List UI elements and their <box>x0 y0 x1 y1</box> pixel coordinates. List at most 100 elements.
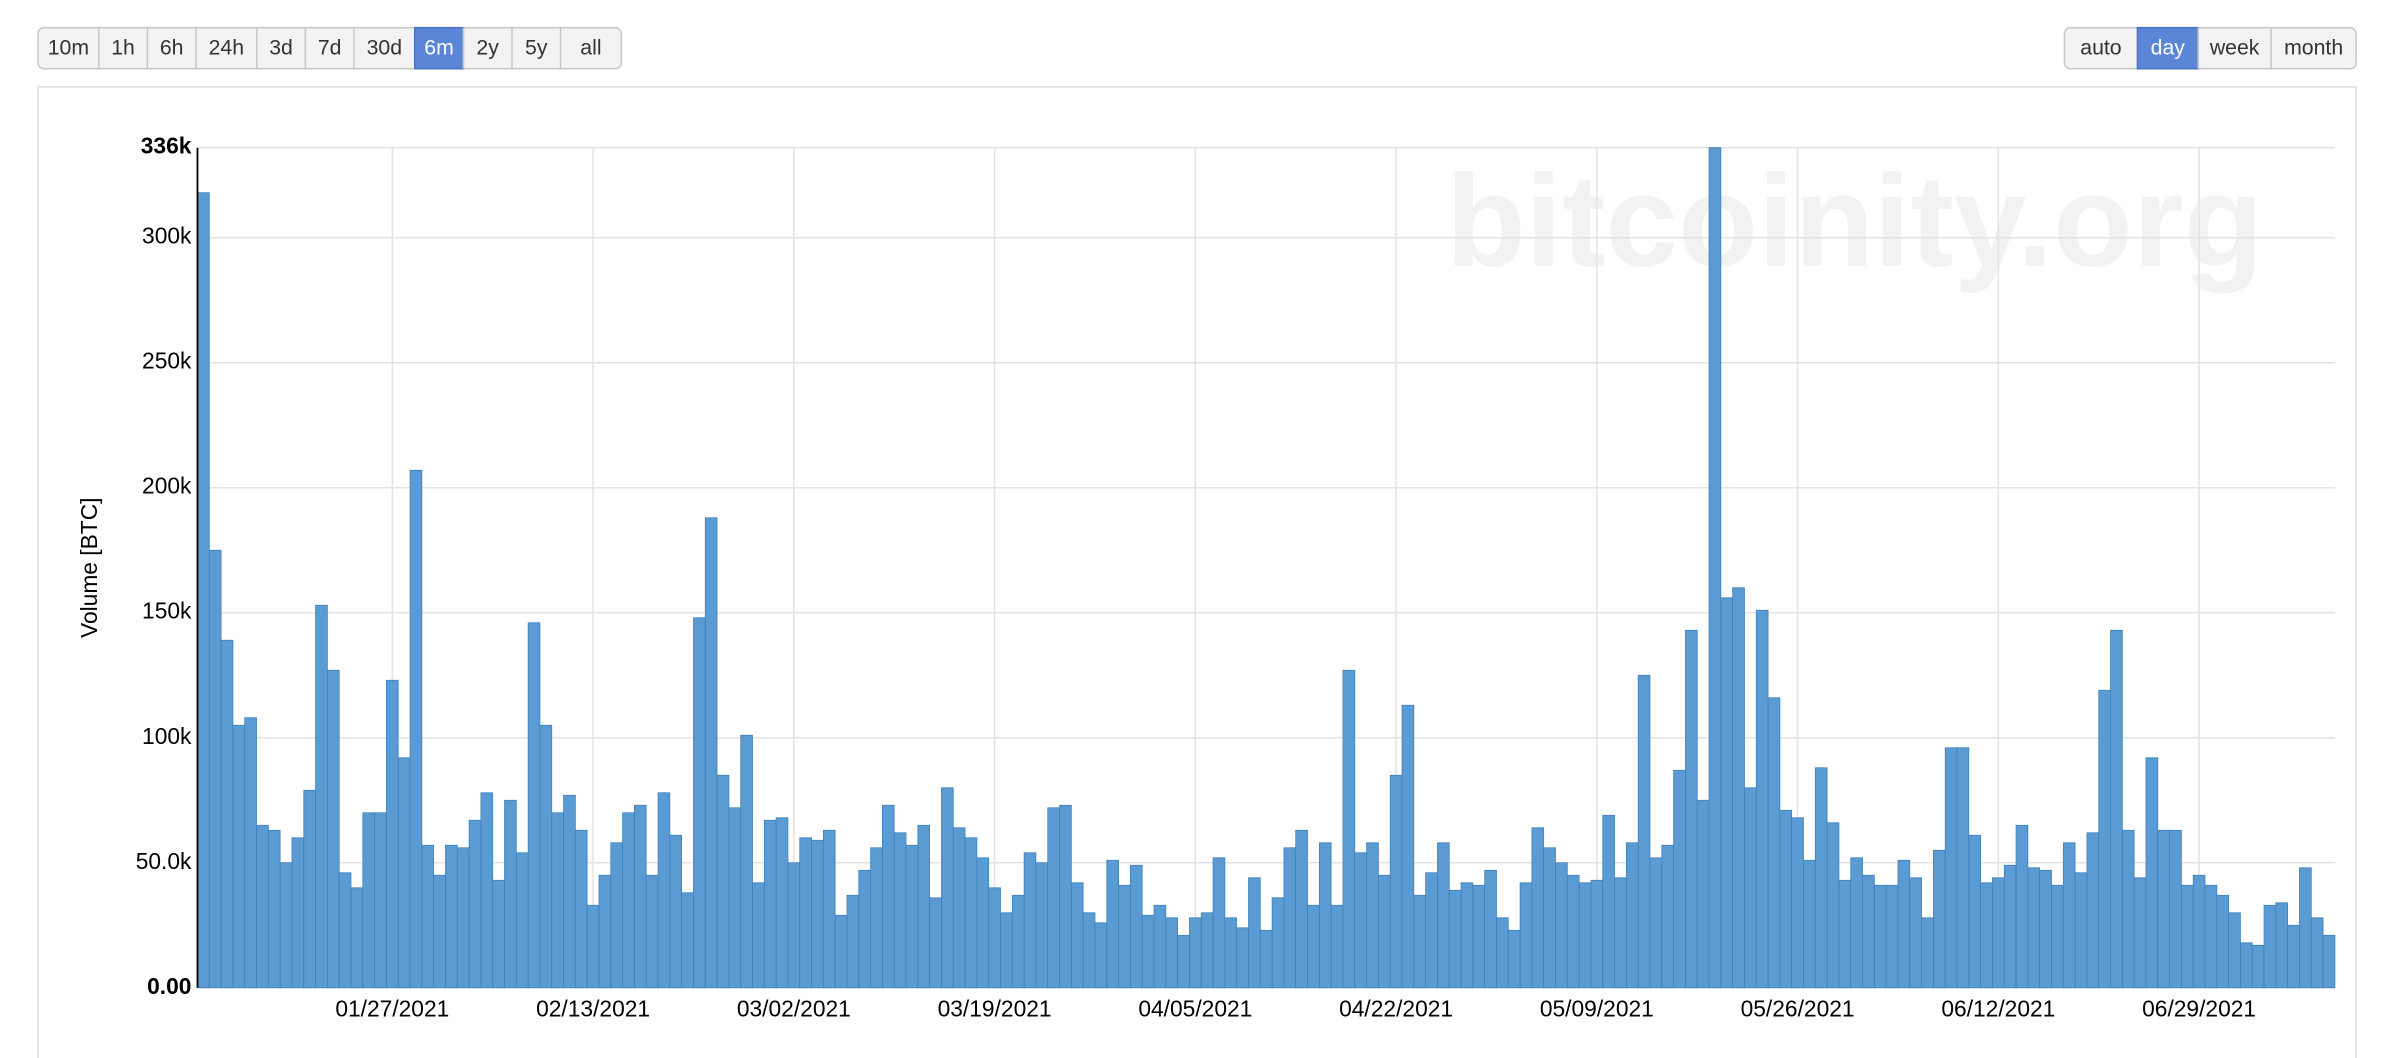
button[interactable]: 7d <box>318 36 342 60</box>
x-tick-label: 04/05/2021 <box>1138 996 1252 1022</box>
button[interactable]: week <box>2209 36 2260 60</box>
button[interactable]: month <box>2284 36 2343 60</box>
bar <box>716 774 730 989</box>
bar <box>1803 859 1816 989</box>
bar <box>2133 877 2147 989</box>
bar <box>409 469 423 989</box>
button[interactable]: 5y <box>525 36 548 60</box>
bar <box>952 827 966 989</box>
bar <box>1590 879 1604 989</box>
button[interactable]: 3d <box>269 36 293 60</box>
watermark: bitcoinity.org <box>1446 148 2264 294</box>
bar <box>941 787 954 989</box>
bar <box>1141 914 1155 989</box>
bar <box>976 857 990 989</box>
x-tick-label: 01/27/2021 <box>335 996 449 1022</box>
button[interactable]: 1h <box>111 36 135 60</box>
bar <box>657 792 671 989</box>
bar <box>1118 884 1131 989</box>
bar <box>2299 867 2312 989</box>
bar <box>350 887 364 989</box>
bar <box>1000 912 1013 989</box>
bar <box>2251 944 2265 989</box>
x-tick-label: 03/19/2021 <box>938 996 1052 1022</box>
bar <box>752 882 765 989</box>
bar <box>1992 877 2005 989</box>
y-tick-label: 200k <box>142 473 192 499</box>
button[interactable]: auto <box>2080 36 2121 60</box>
bar <box>232 724 246 989</box>
bar <box>1614 877 1627 989</box>
bar <box>2157 829 2170 989</box>
button[interactable]: 2y <box>476 36 499 60</box>
bar <box>527 622 541 989</box>
bar <box>2204 884 2218 989</box>
bar <box>704 517 718 989</box>
bar <box>1933 849 1946 989</box>
bar <box>1177 934 1190 989</box>
bar <box>1389 774 1403 989</box>
bar <box>1082 912 1096 989</box>
bar <box>421 844 435 989</box>
bar <box>1295 829 1308 989</box>
bar <box>551 812 564 989</box>
bar <box>468 819 482 989</box>
bar <box>1307 904 1320 989</box>
button[interactable]: day <box>2151 36 2186 60</box>
bar <box>1342 669 1356 989</box>
chart: bitcoinity.org 0.00 50.0k 100k 150k 200k 250k 3… <box>76 133 2336 1022</box>
button[interactable]: 6m <box>424 36 454 60</box>
bar <box>197 192 210 989</box>
bar <box>1968 834 1982 989</box>
bar <box>1130 864 1143 989</box>
bar <box>1472 884 1486 989</box>
bar <box>2263 904 2277 989</box>
x-tick-label: 03/02/2021 <box>737 996 851 1022</box>
bar <box>208 549 222 989</box>
bar <box>1200 912 1214 989</box>
bar <box>740 734 753 989</box>
bar <box>1236 927 1249 989</box>
bar <box>2051 884 2064 989</box>
bar <box>1047 807 1060 989</box>
bar <box>1330 904 1344 989</box>
bar <box>1909 877 1922 989</box>
bar <box>2086 832 2100 989</box>
button[interactable]: 30d <box>367 36 402 60</box>
bar <box>1696 799 1710 989</box>
bar <box>1625 842 1639 989</box>
bar <box>563 794 576 989</box>
bar <box>622 812 635 989</box>
bar <box>1637 674 1651 989</box>
bar <box>279 862 293 989</box>
bar <box>681 892 694 989</box>
bar <box>893 832 907 989</box>
bar <box>303 789 316 989</box>
button[interactable]: 6h <box>160 36 184 60</box>
bar <box>2228 912 2241 989</box>
bar <box>929 897 942 989</box>
button[interactable]: all <box>580 36 601 60</box>
bar <box>834 914 848 989</box>
bar <box>1531 827 1545 989</box>
bar <box>574 829 588 989</box>
bar <box>645 874 659 989</box>
bar <box>2015 824 2029 989</box>
bar <box>1602 814 1615 989</box>
bar <box>1555 862 1568 989</box>
bar <box>1850 857 1863 989</box>
bar <box>2062 842 2076 989</box>
button[interactable]: 24h <box>209 36 244 60</box>
bar <box>338 872 352 989</box>
y-tick-label: 100k <box>142 723 192 749</box>
bar <box>693 617 706 989</box>
bar <box>2003 864 2017 989</box>
bar <box>669 834 683 989</box>
bar <box>1354 852 1367 989</box>
bar <box>327 669 340 989</box>
bar <box>822 829 836 989</box>
bar <box>905 844 919 989</box>
bar <box>1944 747 1958 989</box>
button[interactable]: 10m <box>48 36 89 60</box>
bar <box>2240 942 2253 989</box>
